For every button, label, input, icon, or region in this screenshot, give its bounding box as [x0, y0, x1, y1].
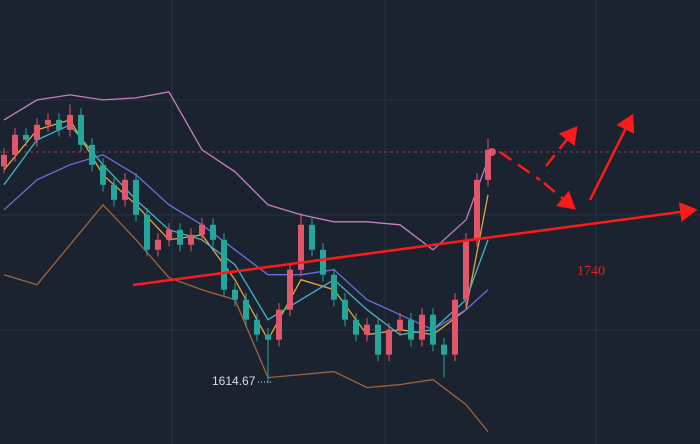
candle-body: [474, 179, 480, 240]
candle-body: [188, 234, 194, 245]
candle-body: [452, 299, 458, 355]
candle-body: [441, 344, 447, 355]
low-label: 1614.67: [212, 374, 256, 388]
trend-arrow: [132, 202, 698, 287]
indicator-line: [3, 203, 489, 433]
candle-body: [243, 299, 249, 320]
indicator-line: [3, 124, 489, 336]
candle-body: [122, 179, 128, 200]
candle-body: [34, 124, 40, 140]
candle-body: [419, 314, 425, 340]
move-arrow: [543, 182, 576, 210]
candle-body: [45, 119, 51, 125]
indicator-line: [3, 154, 489, 331]
candle-body: [221, 239, 227, 290]
candle-body: [309, 224, 315, 250]
candle-body: [397, 319, 403, 330]
candle-body: [100, 164, 106, 185]
level-label: 1740: [577, 264, 605, 279]
candle-body: [485, 149, 491, 180]
candle-body: [133, 179, 139, 215]
candle-body: [210, 224, 216, 240]
candle-body: [56, 119, 62, 130]
move-arrow: [545, 126, 578, 167]
candle-body: [364, 324, 370, 335]
candle-body: [375, 324, 381, 355]
indicator-lines: [3, 91, 489, 433]
candle-body: [386, 329, 392, 355]
move-arrow: [499, 150, 541, 182]
candle-body: [23, 134, 29, 140]
price-dot: [488, 148, 496, 156]
candle-body: [265, 334, 271, 340]
candle-body: [67, 114, 73, 130]
candle-body: [298, 224, 304, 270]
indicator-line: [3, 91, 489, 251]
candle-body: [331, 274, 337, 300]
annotation-arrows: [132, 113, 698, 287]
candle-body: [276, 309, 282, 340]
candle-body: [1, 154, 7, 167]
candle-body: [155, 239, 161, 250]
candle-body: [463, 239, 469, 300]
candle-body: [353, 319, 359, 335]
candle-body: [177, 229, 183, 245]
candle-body: [254, 319, 260, 335]
candle-body: [342, 299, 348, 320]
candle-body: [199, 224, 205, 235]
candle-body: [287, 269, 293, 310]
candle-body: [111, 184, 117, 200]
candle-body: [320, 249, 326, 275]
candle-body: [78, 114, 84, 145]
candle-body: [430, 314, 436, 345]
candle-body: [144, 214, 150, 250]
move-arrow: [588, 113, 635, 201]
candles: [1, 104, 491, 384]
candle-body: [12, 134, 18, 155]
candle-body: [232, 289, 238, 300]
candle-body: [166, 229, 172, 240]
candle-body: [89, 144, 95, 165]
candle-body: [408, 319, 414, 340]
